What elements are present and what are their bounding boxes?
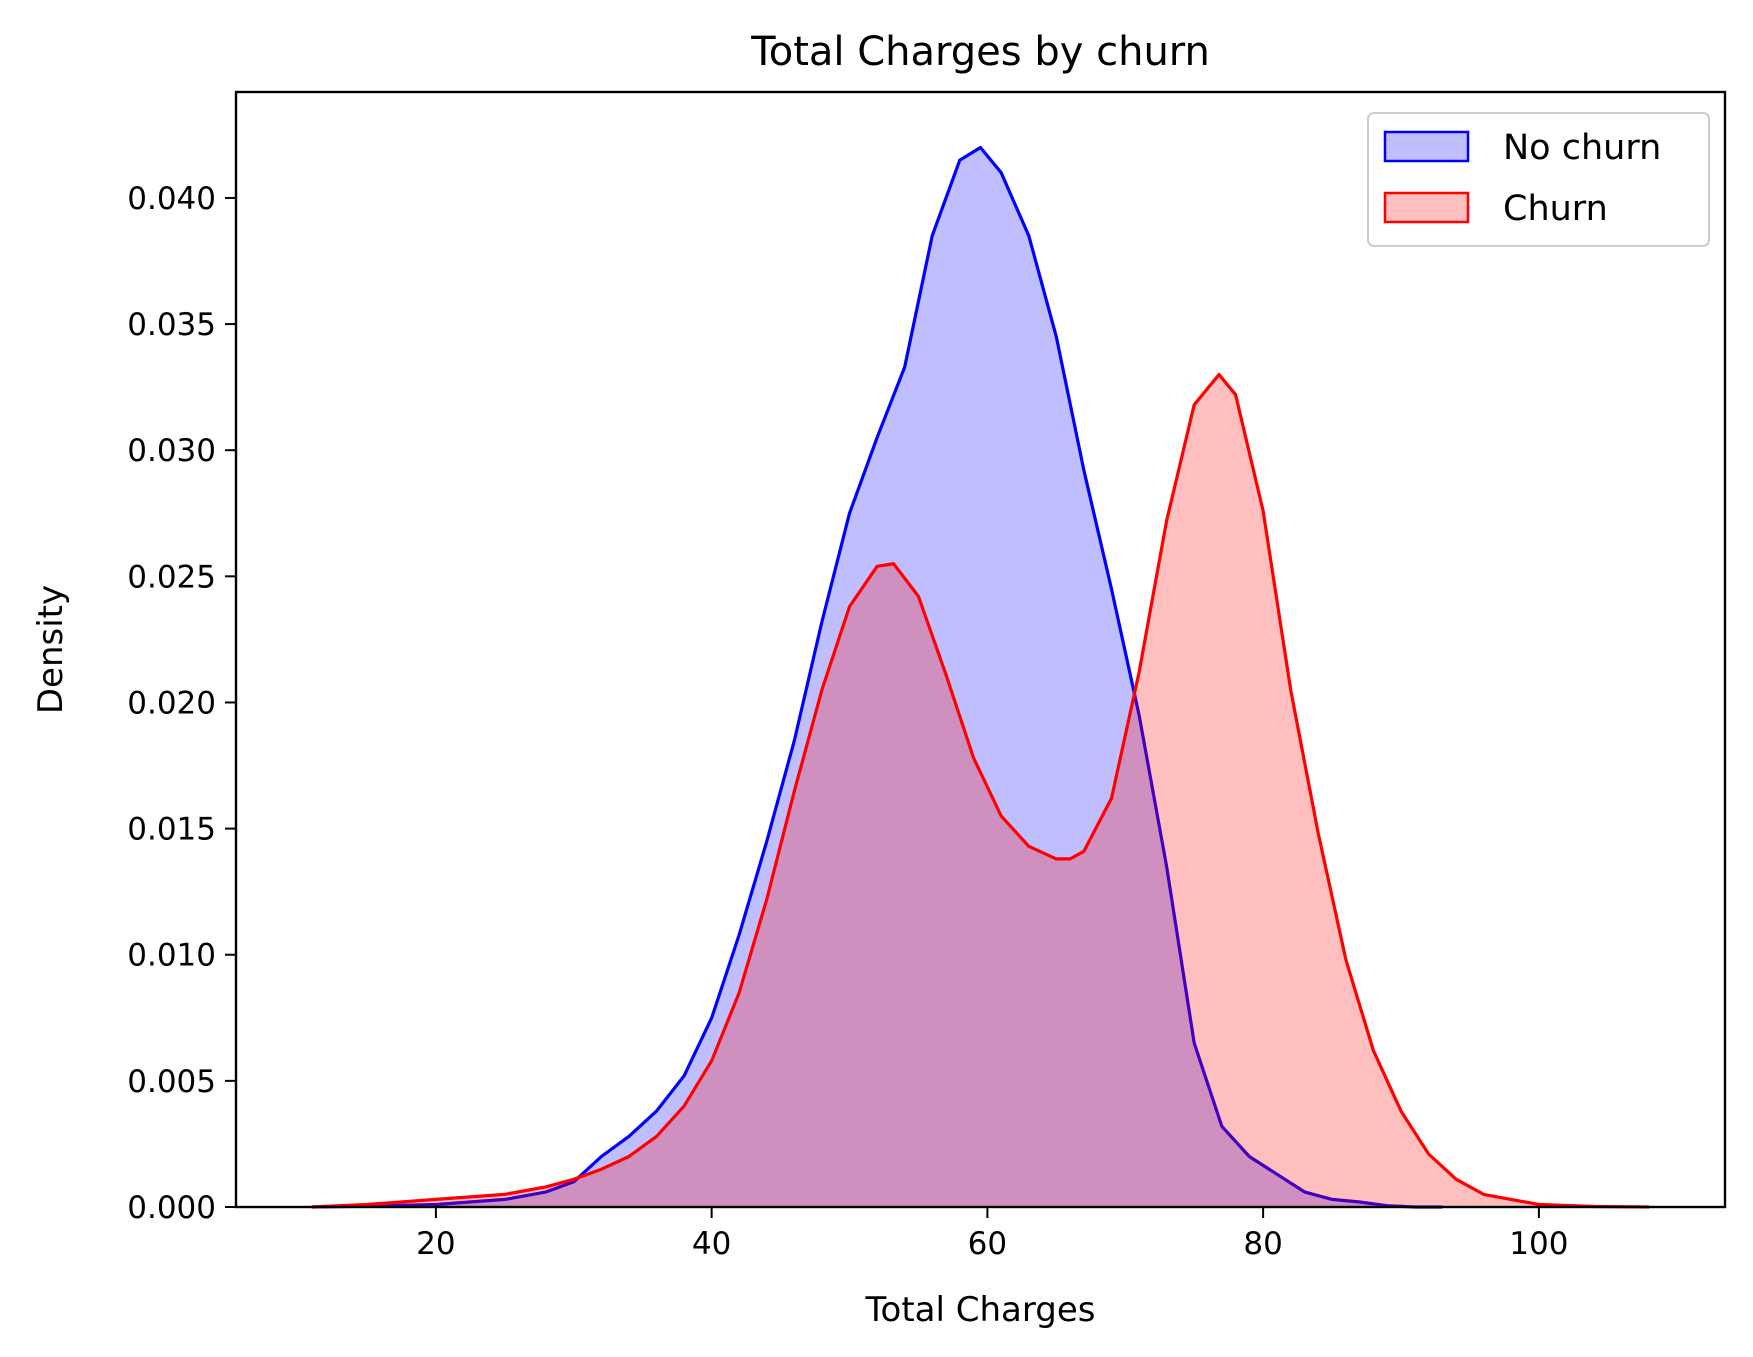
legend-swatch-no-churn bbox=[1383, 130, 1470, 163]
x-axis: 20 40 60 80 100 bbox=[416, 1207, 1568, 1262]
plot-frame bbox=[234, 90, 1727, 1209]
x-tick-label: 100 bbox=[1509, 1226, 1568, 1262]
legend-label-no-churn: No churn bbox=[1503, 128, 1661, 168]
y-tick-label: 0.005 bbox=[127, 1064, 216, 1100]
y-axis: 0.000 0.005 0.010 0.015 0.020 0.025 0.030 0.035… bbox=[127, 181, 236, 1226]
y-tick-label: 0.020 bbox=[127, 685, 216, 721]
y-tick-label: 0.040 bbox=[127, 181, 216, 217]
legend: No churn Churn bbox=[1367, 112, 1710, 247]
y-tick-label: 0.000 bbox=[127, 1190, 216, 1226]
series-layer bbox=[311, 145, 1650, 1209]
x-axis-label: Total Charges bbox=[865, 1290, 1096, 1330]
chart-title: Total Charges by churn bbox=[750, 29, 1210, 75]
series-area-churn bbox=[311, 374, 1650, 1207]
y-tick-label: 0.010 bbox=[127, 938, 216, 974]
x-tick-label: 40 bbox=[692, 1226, 731, 1262]
y-tick-label: 0.025 bbox=[127, 559, 216, 595]
legend-label-churn: Churn bbox=[1503, 189, 1608, 229]
legend-swatch-churn bbox=[1383, 191, 1470, 224]
y-tick-label: 0.030 bbox=[127, 433, 216, 469]
series-line-no-churn bbox=[311, 145, 1443, 1209]
y-axis-label: Density bbox=[31, 585, 71, 714]
series-area-no-churn bbox=[311, 147, 1443, 1207]
x-tick-label: 20 bbox=[416, 1226, 455, 1262]
x-tick-label: 80 bbox=[1243, 1226, 1282, 1262]
x-tick-label: 60 bbox=[968, 1226, 1007, 1262]
series-line-churn bbox=[311, 372, 1650, 1209]
y-tick-label: 0.015 bbox=[127, 812, 216, 848]
y-tick-label: 0.035 bbox=[127, 307, 216, 343]
